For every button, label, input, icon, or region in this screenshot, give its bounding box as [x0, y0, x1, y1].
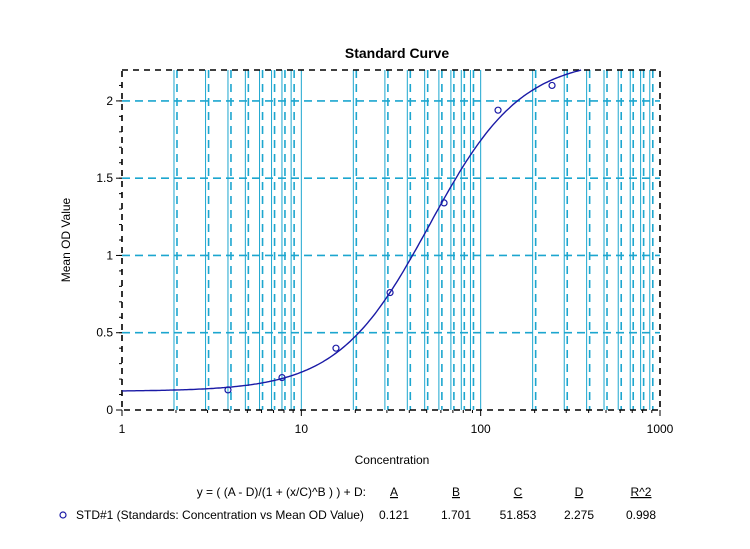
y-tick-label: 2 — [106, 94, 113, 108]
data-point — [548, 81, 556, 90]
x-tick-label: 100 — [471, 422, 491, 436]
data-point — [386, 288, 394, 297]
legend-value-b: 1.701 — [441, 508, 471, 522]
legend-header-r2: R^2 — [631, 485, 652, 499]
y-tick-label: 0.5 — [96, 326, 113, 340]
x-axis-label: Concentration — [355, 453, 430, 467]
fit-curve — [122, 69, 582, 392]
legend-header-a: A — [390, 485, 398, 499]
y-tick-label: 1 — [106, 248, 113, 262]
data-point — [440, 199, 448, 207]
x-tick-label: 1 — [119, 422, 126, 436]
y-tick-label: 1.5 — [96, 171, 113, 185]
legend-value-c: 51.853 — [500, 508, 537, 522]
fit-equation: y = ( (A - D)/(1 + (x/C)^B ) ) + D: — [197, 485, 366, 499]
legend-row: STD#1 (Standards: Concentration vs Mean … — [59, 508, 656, 522]
data-point — [494, 106, 502, 114]
plot-border — [121, 69, 661, 411]
data-point — [224, 386, 232, 394]
grid-lines — [122, 70, 660, 410]
legend-header-b: B — [452, 485, 460, 499]
legend-marker-icon — [59, 511, 67, 519]
x-tick-label: 1000 — [647, 422, 674, 436]
legend-value-d: 2.275 — [564, 508, 594, 522]
y-tick-label: 0 — [106, 403, 113, 417]
chart-title: Standard Curve — [345, 45, 449, 61]
fit-curve-group — [122, 69, 582, 392]
x-tick-label: 10 — [295, 422, 309, 436]
data-points — [224, 81, 556, 394]
data-point — [332, 344, 340, 352]
y-axis-label: Mean OD Value — [59, 197, 73, 282]
data-point — [278, 373, 286, 382]
legend-header-d: D — [575, 485, 584, 499]
axis-ticks: 1 10 100 1000 0 0.5 1 1.5 2 — [96, 84, 674, 436]
legend-series-label: STD#1 (Standards: Concentration vs Mean … — [76, 508, 364, 522]
legend-value-r2: 0.998 — [626, 508, 656, 522]
plot-frame — [121, 69, 661, 411]
legend-value-a: 0.121 — [379, 508, 409, 522]
legend-header-c: C — [514, 485, 523, 499]
legend-headers: A B C D R^2 — [390, 485, 652, 499]
